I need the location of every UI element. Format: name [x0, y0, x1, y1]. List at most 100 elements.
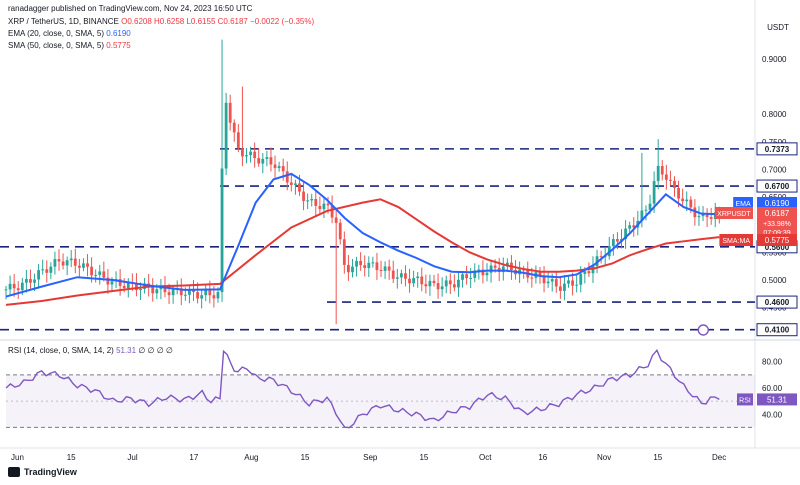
candle-body [269, 157, 273, 165]
candle-body [640, 210, 644, 221]
price-tag-box [757, 207, 797, 239]
candle-body [61, 261, 65, 266]
time-tick-label: Jul [127, 453, 137, 462]
candle-body [420, 276, 424, 285]
rsi-tag-name: RSI [739, 397, 751, 404]
candle-body [65, 260, 69, 266]
candle-body [110, 281, 114, 285]
candle-body [20, 282, 24, 291]
candle-body [33, 279, 36, 283]
candle-body [428, 280, 432, 287]
candle-body [673, 180, 676, 188]
candle-body [705, 213, 709, 218]
candle-body [318, 205, 322, 210]
level-label: 0.4600 [765, 298, 790, 307]
price-tick-label: 0.7000 [762, 165, 787, 174]
candle-body [338, 222, 342, 240]
candle-body [685, 199, 689, 202]
level-label: 0.6700 [765, 182, 790, 191]
price-tag-name: SMA:MA [722, 238, 750, 245]
price-tick-label: 0.7500 [762, 138, 787, 147]
candle-body [465, 274, 469, 279]
candle-body [236, 132, 240, 149]
rsi-value: 51.31 [116, 346, 137, 355]
candle-body [49, 266, 53, 273]
candle-body [399, 273, 403, 278]
candle-body [261, 158, 265, 164]
time-tick-label: 15 [419, 453, 428, 462]
candle-body [583, 271, 587, 274]
candle-body [285, 171, 289, 183]
time-tick-label: 15 [67, 453, 76, 462]
rsi-tick-label: 80.00 [762, 358, 783, 367]
candle-body [587, 271, 591, 274]
candle-body [391, 270, 395, 279]
candle-body [73, 258, 77, 266]
time-tick-label: Aug [244, 453, 258, 462]
candle-body [314, 198, 318, 206]
symbol-line: XRP / TetherUS, 1D, BINANCE O0.6208 H0.6… [8, 17, 314, 26]
level-tag [756, 179, 798, 193]
ema-legend: EMA (20, close, 0, SMA, 5) 0.6190 [8, 29, 131, 38]
candle-body [86, 263, 89, 267]
candle-body [616, 239, 619, 242]
candle-body [709, 217, 713, 219]
candle-body [693, 207, 697, 218]
candle-body [135, 282, 138, 291]
candle-body [408, 278, 411, 284]
price-tag-value: 0.6187 [765, 209, 790, 218]
candle-body [522, 269, 526, 271]
candle-body [228, 102, 232, 123]
candle-body [220, 168, 224, 293]
candle-body [306, 200, 310, 202]
candle-body [591, 266, 595, 274]
candle-body [347, 264, 350, 273]
candle-body [151, 287, 155, 294]
candle-body [477, 269, 481, 271]
candle-body [179, 288, 183, 296]
candle-body [253, 151, 257, 159]
sma-legend: SMA (50, close, 0, SMA, 5) 0.5775 [8, 41, 131, 50]
candle-body [322, 203, 326, 210]
candle-body [383, 266, 387, 271]
candle-body [294, 183, 297, 185]
candle-body [669, 179, 672, 181]
price-tag-sub: +33.98% [763, 221, 791, 228]
price-tag-name: XRPUSDT [717, 211, 751, 218]
tradingview-mark-icon [8, 467, 20, 477]
candle-body [208, 290, 212, 296]
time-tick-label: Sep [363, 453, 378, 462]
candle-body [245, 155, 248, 157]
candle-body [367, 262, 371, 269]
candle-body [196, 292, 199, 299]
ohlc-values: O0.6208 H0.6258 L0.6155 C0.6187 −0.0022 … [121, 17, 315, 26]
candle-body [330, 205, 334, 218]
publisher-credit: ranadagger published on TradingView.com,… [8, 4, 253, 13]
rsi-tag-name-box [737, 393, 753, 406]
candle-body [122, 285, 126, 289]
tradingview-logo: TradingView [8, 467, 77, 477]
candle-body [648, 203, 652, 210]
candle-body [624, 228, 627, 240]
candle-body [24, 279, 28, 283]
candle-body [310, 198, 314, 201]
candle-body [249, 151, 252, 156]
rsi-label: RSI (14, close, 0, SMA, 14, 2) [8, 346, 114, 355]
candle-body [493, 265, 497, 268]
price-tag-value: 0.6190 [765, 199, 790, 208]
candle-body [351, 266, 354, 273]
symbol-title: XRP / TetherUS, 1D, BINANCE [8, 17, 119, 26]
event-marker-icon [697, 324, 709, 336]
candle-body [212, 295, 216, 299]
candle-body [57, 259, 61, 262]
ema-value: 0.6190 [106, 29, 131, 38]
candle-body [155, 289, 159, 294]
ema-label: EMA (20, close, 0, SMA, 5) [8, 29, 105, 38]
candle-body [689, 199, 693, 208]
candle-body [558, 286, 562, 291]
time-tick-label: 15 [653, 453, 662, 462]
candle-body [224, 102, 228, 169]
candle-body [94, 274, 98, 276]
candle-body [371, 262, 375, 264]
